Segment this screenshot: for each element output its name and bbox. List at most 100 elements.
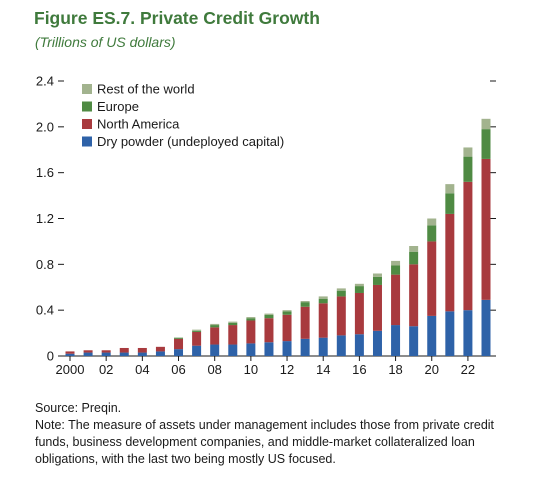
bar-segment <box>391 274 401 326</box>
bar-segment <box>354 292 364 335</box>
bar-segment <box>228 344 238 356</box>
bar-segment <box>246 343 256 356</box>
source-note: Source: Preqin. <box>35 401 122 415</box>
legend-label: Dry powder (undeployed capital) <box>97 134 284 149</box>
x-tick-label: 12 <box>280 362 294 377</box>
legend-swatch <box>82 101 92 112</box>
bar-segment <box>372 284 382 331</box>
bar-segment <box>228 321 238 323</box>
bar-segment <box>481 158 491 300</box>
bar-segment <box>101 352 111 356</box>
bar-segment <box>318 296 328 299</box>
bar-segment <box>210 327 220 345</box>
bar-segment <box>174 349 184 356</box>
bar-segment <box>155 351 165 356</box>
bar-segment <box>445 213 455 312</box>
bar-segment <box>192 331 202 346</box>
bar-segment <box>282 314 292 342</box>
x-tick-label: 22 <box>461 362 475 377</box>
bar-segment <box>463 310 473 356</box>
y-tick-label: 0.8 <box>36 257 54 272</box>
bar-segment <box>155 346 165 352</box>
x-tick-label: 2000 <box>56 362 85 377</box>
footnote: Note: The measure of assets under manage… <box>35 418 495 466</box>
stacked-bar-chart: 0 0.4 0.8 1.2 1.6 2.0 2.4 2000 02 04 06 08 10 12 14 16 1… <box>36 74 496 377</box>
bar-segment <box>336 288 346 291</box>
bar-segment <box>300 338 310 356</box>
bar-segment <box>264 313 274 315</box>
bar-segment <box>409 246 419 252</box>
bar-segment <box>354 283 364 287</box>
bar-segment <box>427 218 437 226</box>
bar-segment <box>83 350 93 353</box>
bar-segment <box>65 353 75 356</box>
y-tick-label: 0 <box>47 349 54 364</box>
bar-segment <box>174 337 184 339</box>
bar-segment <box>210 344 220 356</box>
bar-segment <box>192 330 202 332</box>
bar-segment <box>336 290 346 297</box>
x-tick-label: 20 <box>425 362 439 377</box>
x-tick-label: 18 <box>388 362 402 377</box>
bar-segment <box>210 323 220 326</box>
chart-notes: Source: Preqin. Note: The measure of ass… <box>35 400 515 468</box>
y-tick-label: 0.4 <box>36 303 54 318</box>
bar-segment <box>246 317 256 319</box>
chart-subtitle: (Trillions of US dollars) <box>35 34 176 50</box>
bar-segment <box>372 330 382 356</box>
bar-segment <box>300 306 310 339</box>
bar-segment <box>445 193 455 214</box>
bar-segment <box>318 298 328 304</box>
bar-segment <box>427 241 437 316</box>
bar-segment <box>228 325 238 345</box>
chart-title: Figure ES.7. Private Credit Growth <box>34 8 320 28</box>
bar-segment <box>481 129 491 159</box>
legend-label: Europe <box>97 99 139 114</box>
chart-legend: Rest of the world Europe North America Dry … <box>82 82 284 149</box>
bar-segment <box>137 347 147 353</box>
bar-segment <box>246 320 256 344</box>
bar-segment <box>83 352 93 356</box>
chart-axes: 0 0.4 0.8 1.2 1.6 2.0 2.4 2000 02 04 06 08 10 12 14 16 1… <box>36 74 496 377</box>
bar-segment <box>336 296 346 336</box>
y-tick-label: 2.4 <box>36 74 54 89</box>
bar-segment <box>463 156 473 182</box>
bar-segment <box>300 302 310 307</box>
bar-segment <box>318 337 328 356</box>
bar-segment <box>354 334 364 356</box>
legend-swatch <box>82 119 92 129</box>
y-tick-label: 2.0 <box>36 119 54 134</box>
bar-segment <box>246 318 256 321</box>
x-tick-label: 08 <box>207 362 221 377</box>
bar-segment <box>427 225 437 242</box>
bar-segment <box>427 315 437 356</box>
bar-segment <box>463 147 473 157</box>
bar-segment <box>445 184 455 194</box>
chart-bars <box>65 118 491 356</box>
bar-segment <box>409 251 419 265</box>
bar-segment <box>481 299 491 356</box>
bar-segment <box>282 310 292 312</box>
bar-segment <box>372 273 382 277</box>
bar-segment <box>264 342 274 356</box>
bar-segment <box>119 347 129 353</box>
x-tick-label: 04 <box>135 362 149 377</box>
bar-segment <box>336 335 346 356</box>
bar-segment <box>391 260 401 266</box>
bar-segment <box>318 303 328 338</box>
bar-segment <box>409 326 419 356</box>
bar-segment <box>264 314 274 319</box>
y-tick-label: 1.6 <box>36 165 54 180</box>
bar-segment <box>391 325 401 356</box>
bar-segment <box>210 325 220 328</box>
bar-segment <box>65 351 75 354</box>
bar-segment <box>101 350 111 353</box>
x-tick-label: 14 <box>316 362 330 377</box>
y-tick-label: 1.2 <box>36 211 54 226</box>
legend-label: Rest of the world <box>97 82 195 97</box>
bar-segment <box>192 345 202 356</box>
bar-segment <box>137 352 147 356</box>
bar-segment <box>192 329 202 331</box>
bar-segment <box>372 276 382 285</box>
bar-segment <box>264 318 274 343</box>
